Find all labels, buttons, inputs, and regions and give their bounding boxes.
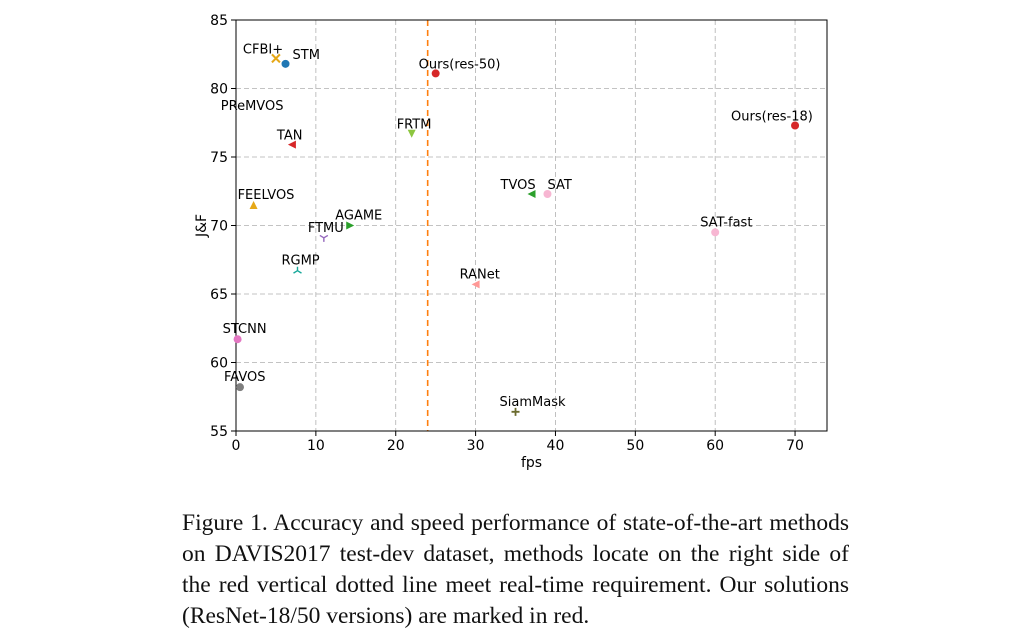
data-point: TVOS [500,178,536,198]
point-marker [271,53,281,64]
data-point: RANet [460,267,500,289]
data-point: STM [281,48,320,68]
point-label: TAN [276,129,303,144]
data-point: SiamMask [500,395,566,416]
y-tick-label: 80 [210,82,228,98]
data-point: SAT-fast [700,215,752,237]
point-marker [407,129,416,138]
point-label: STM [293,48,320,63]
point-label: FTMU [308,221,344,236]
point-marker [293,266,302,274]
data-point: Ours(res-18) [731,109,813,130]
x-axis-label: fps [521,455,542,471]
x-tick-label: 20 [387,438,405,454]
point-label: PReMVOS [221,99,284,114]
point-marker [711,228,720,237]
x-tick-label: 70 [786,438,804,454]
point-marker [287,140,296,149]
point-label: RANet [460,267,500,282]
y-tick-label: 70 [210,219,228,235]
point-label: SAT-fast [700,215,752,230]
y-tick-label: 65 [210,287,228,303]
data-point: FRTM [397,118,432,138]
data-point: STCNN [223,322,267,344]
point-marker [527,189,536,198]
point-marker [791,121,800,130]
point-marker [431,69,440,78]
point-marker [346,221,355,230]
point-label: TVOS [500,178,536,193]
x-tick-label: 60 [706,438,724,454]
point-marker [471,280,480,289]
point-label: Ours(res-18) [731,109,813,124]
y-axis: 55 60 65 70 75 80 85 [210,13,236,440]
x-tick-label: 50 [626,438,644,454]
point-label: CFBI+ [243,42,283,57]
x-tick-label: 30 [467,438,485,454]
data-point: FTMU [308,221,344,242]
data-point: SAT [543,178,572,198]
point-label: SAT [547,178,571,193]
data-point: FEELVOS [238,188,295,209]
y-tick-label: 85 [210,13,228,29]
point-label: RGMP [281,254,319,269]
figure-caption: Figure 1. Accuracy and speed performance… [182,510,849,629]
point-label: FEELVOS [238,188,295,203]
point-marker [543,189,552,198]
x-tick-label: 40 [547,438,565,454]
y-tick-label: 60 [210,356,228,372]
data-point: CFBI+ [243,42,283,64]
y-tick-label: 75 [210,150,228,166]
point-label: SiamMask [500,395,566,410]
point-marker [249,200,258,209]
point-label: FRTM [397,118,432,133]
y-tick-label: 55 [210,424,228,440]
grid-lines [236,20,827,431]
point-marker [511,407,520,416]
data-point: Ours(res-50) [419,57,501,78]
point-marker [235,383,244,392]
x-axis: 0 10 20 30 40 50 60 70 [232,431,804,454]
data-point: FAVOS [224,370,265,392]
point-marker [281,59,290,68]
point-marker [319,234,329,242]
x-tick-label: 0 [232,438,241,454]
point-label: Ours(res-50) [419,57,501,72]
point-label: STCNN [223,322,267,337]
data-point: PReMVOS [221,99,284,114]
data-point: TAN [276,129,303,149]
point-label: AGAME [335,209,382,224]
y-axis-label: J&F [194,214,210,238]
point-label: FAVOS [224,370,265,385]
x-tick-label: 10 [307,438,325,454]
data-point: RGMP [281,254,320,274]
scatter-chart: 0 10 20 30 40 50 60 70 55 60 65 70 75 80 85 fps J&F CFBI+… [194,13,828,471]
data-point: AGAME [335,209,382,230]
point-marker [233,335,242,344]
